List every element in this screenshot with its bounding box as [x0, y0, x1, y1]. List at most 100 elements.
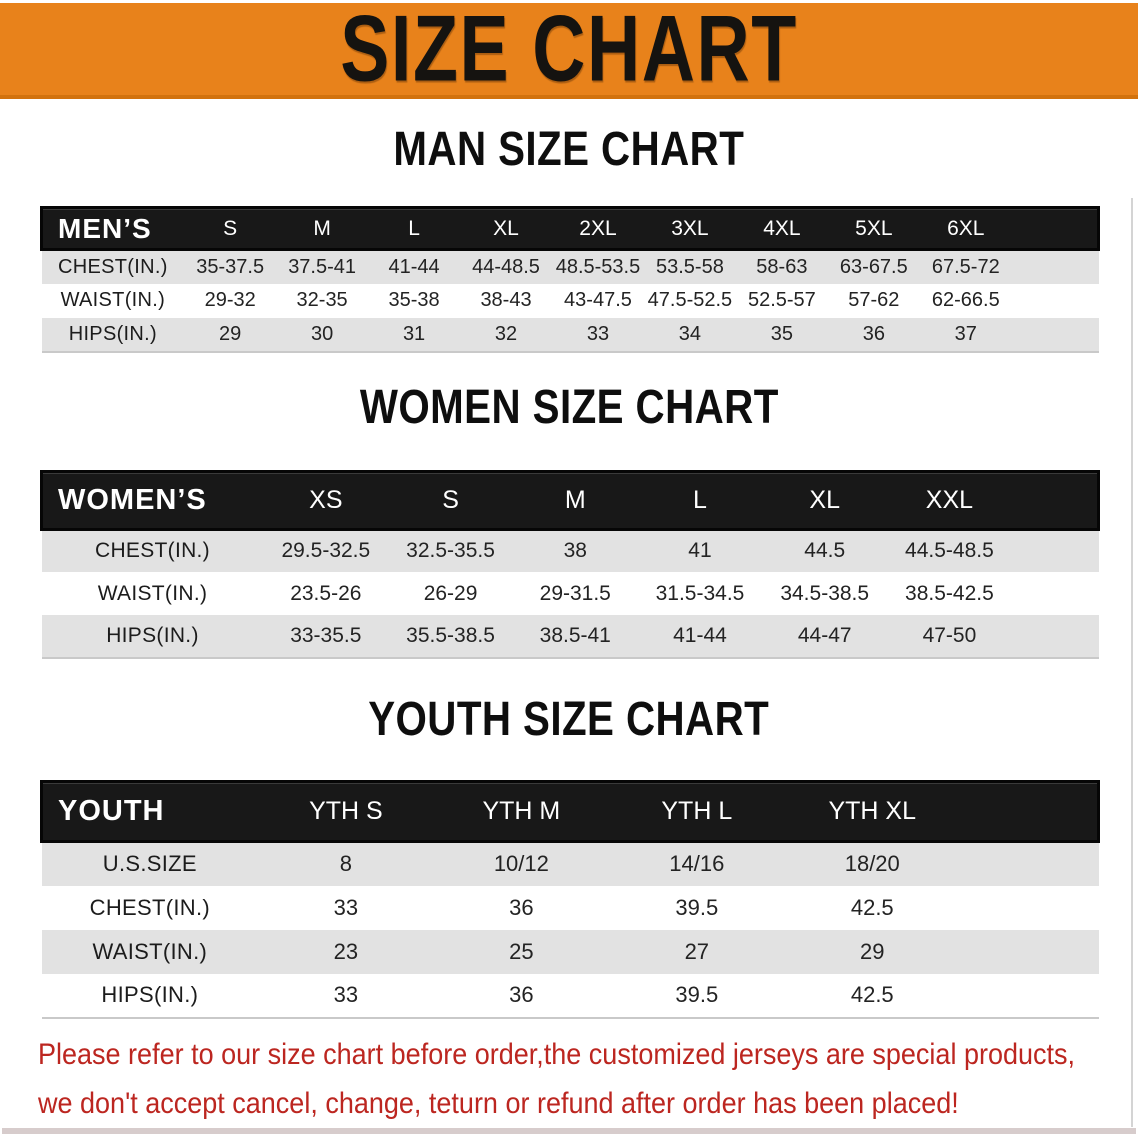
- header-filler: [1011, 469, 1100, 531]
- size-column-header: 5XL: [827, 206, 920, 251]
- size-cell: 58-63: [735, 248, 828, 284]
- women-size-chart-heading: WOMEN SIZE CHART: [0, 380, 1138, 444]
- size-column-header: M: [512, 469, 638, 531]
- footnote-line-1-wrap: Please refer to our size chart before or…: [38, 1033, 1110, 1082]
- womens-size-table: WOMEN’S XS S M L XL XXL CHEST(IN.) 29.5-32.5 32.5…: [40, 469, 1100, 659]
- footnote-line-2: we don't accept cancel, change, teturn o…: [38, 1086, 959, 1120]
- header-filler: [1011, 206, 1100, 251]
- footnote-line-2-wrap: we don't accept cancel, change, teturn o…: [38, 1082, 1110, 1131]
- row-label: WAIST(IN.): [41, 929, 259, 974]
- size-column-header: YTH S: [258, 780, 434, 843]
- size-cell: 29: [184, 317, 277, 353]
- size-column-header: 2XL: [552, 206, 644, 251]
- row-filler: [959, 973, 1099, 1019]
- table-row: U.S.SIZE 8 10/12 14/16 18/20: [41, 840, 1099, 886]
- size-column-header: YTH M: [433, 780, 610, 843]
- size-cell: 62-66.5: [919, 283, 1012, 318]
- size-cell: 63-67.5: [827, 248, 920, 284]
- size-chart-title: SIZE CHART: [340, 0, 798, 101]
- size-cell: 39.5: [609, 973, 785, 1019]
- size-column-header: XL: [460, 206, 552, 251]
- women-size-chart-heading-text: WOMEN SIZE CHART: [359, 380, 779, 434]
- youth-table-wrap: YOUTH YTH S YTH M YTH L YTH XL U.S.SIZE 8 10/12…: [0, 780, 1138, 1019]
- size-column-header: XXL: [887, 469, 1012, 531]
- size-column-header: 6XL: [919, 206, 1012, 251]
- size-column-header: S: [184, 206, 277, 251]
- size-cell: 44-47: [762, 615, 888, 659]
- table-row: HIPS(IN.) 29 30 31 32 33 34 35 36 37: [41, 317, 1099, 353]
- size-column-header: YTH XL: [784, 780, 960, 843]
- size-cell: 29-32: [184, 283, 277, 318]
- size-cell: 38.5-42.5: [887, 572, 1012, 615]
- row-label: WAIST(IN.): [41, 283, 185, 318]
- row-filler: [959, 885, 1099, 930]
- size-cell: 36: [433, 885, 610, 930]
- size-column-header: S: [388, 469, 513, 531]
- mens-table-wrap: MEN’S S M L XL 2XL 3XL 4XL 5XL 6XL CHEST(IN.) 35-37…: [0, 206, 1138, 353]
- size-cell: 36: [827, 317, 920, 353]
- scan-right-edge: [1131, 198, 1133, 1127]
- size-cell: 41-44: [637, 615, 763, 659]
- size-cell: 29-31.5: [512, 572, 638, 615]
- table-row: WAIST(IN.) 23 25 27 29: [41, 929, 1099, 974]
- row-label: CHEST(IN.): [41, 885, 259, 930]
- size-chart-banner: SIZE CHART: [0, 0, 1138, 101]
- size-cell: 33-35.5: [263, 615, 389, 659]
- size-cell: 47.5-52.5: [643, 283, 736, 318]
- table-row: CHEST(IN.) 33 36 39.5 42.5: [41, 885, 1099, 930]
- header-row: WOMEN’S XS S M L XL XXL: [40, 469, 1100, 531]
- size-cell: 32: [460, 317, 552, 353]
- men-section: MAN SIZE CHART MEN’S S M L XL 2XL 3XL 4XL 5XL 6XL…: [0, 125, 1138, 353]
- size-cell: 34: [643, 317, 736, 353]
- size-cell: 23: [258, 929, 434, 974]
- row-label: CHEST(IN.): [41, 248, 185, 284]
- size-cell: 32-35: [276, 283, 369, 318]
- size-cell: 47-50: [887, 615, 1012, 659]
- youth-size-chart-heading-text: YOUTH SIZE CHART: [368, 693, 770, 746]
- size-cell: 26-29: [388, 572, 513, 615]
- size-column-header: M: [276, 206, 369, 251]
- row-filler: [1011, 527, 1099, 572]
- size-cell: 33: [258, 973, 434, 1019]
- size-cell: 36: [433, 973, 610, 1019]
- size-cell: 8: [258, 840, 434, 886]
- size-cell: 42.5: [784, 885, 960, 930]
- size-column-header: 4XL: [735, 206, 828, 251]
- women-section: WOMEN SIZE CHART WOMEN’S XS S M L XL XXL CHEST(…: [0, 380, 1138, 659]
- size-cell: 35: [735, 317, 828, 353]
- row-label: WAIST(IN.): [41, 572, 264, 615]
- header-row: YOUTH YTH S YTH M YTH L YTH XL: [40, 780, 1100, 843]
- footnote-line-1: Please refer to our size chart before or…: [38, 1037, 1076, 1071]
- size-cell: 38.5-41: [512, 615, 638, 659]
- row-label: CHEST(IN.): [41, 527, 264, 572]
- row-filler: [1011, 248, 1099, 284]
- size-cell: 27: [609, 929, 785, 974]
- header-filler: [959, 780, 1100, 843]
- size-cell: 10/12: [433, 840, 610, 886]
- table-row: WAIST(IN.) 29-32 32-35 35-38 38-43 43-47.5 47.…: [41, 283, 1099, 318]
- row-filler: [959, 929, 1099, 974]
- size-cell: 44-48.5: [460, 248, 552, 284]
- mens-size-table: MEN’S S M L XL 2XL 3XL 4XL 5XL 6XL CHEST(IN.) 35-37…: [40, 206, 1100, 353]
- size-cell: 44.5: [762, 527, 888, 572]
- size-cell: 31.5-34.5: [637, 572, 763, 615]
- table-corner-label: YOUTH: [40, 780, 259, 843]
- size-cell: 34.5-38.5: [762, 572, 888, 615]
- header-row: MEN’S S M L XL 2XL 3XL 4XL 5XL 6XL: [40, 206, 1100, 251]
- scan-bottom-strip: [2, 1128, 1136, 1134]
- youth-size-table: YOUTH YTH S YTH M YTH L YTH XL U.S.SIZE 8 10/12…: [40, 780, 1100, 1019]
- man-size-chart-heading: MAN SIZE CHART: [0, 125, 1138, 186]
- size-cell: 33: [552, 317, 644, 353]
- size-cell: 35-38: [368, 283, 461, 318]
- size-cell: 30: [276, 317, 369, 353]
- row-filler: [1011, 572, 1099, 615]
- man-size-chart-heading-text: MAN SIZE CHART: [393, 123, 745, 176]
- row-filler: [1011, 283, 1099, 318]
- table-corner-label: WOMEN’S: [40, 469, 264, 531]
- size-cell: 41-44: [368, 248, 461, 284]
- table-row: CHEST(IN.) 35-37.5 37.5-41 41-44 44-48.5 48.5…: [41, 248, 1099, 284]
- table-row: HIPS(IN.) 33 36 39.5 42.5: [41, 973, 1099, 1019]
- size-cell: 37.5-41: [276, 248, 369, 284]
- row-label: HIPS(IN.): [41, 615, 264, 659]
- table-row: CHEST(IN.) 29.5-32.5 32.5-35.5 38 41 44.5 44.5…: [41, 527, 1099, 572]
